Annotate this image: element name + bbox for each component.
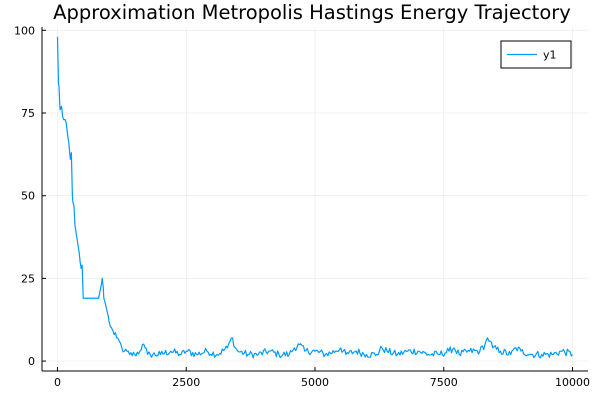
y-tick-label: 0 (28, 355, 35, 368)
plot-series (56, 36, 574, 359)
axes (41, 27, 588, 372)
y-tick-label: 75 (21, 107, 35, 120)
tick-labels: 0 2500 5000 7500 10000 0 25 50 75 100 (14, 24, 590, 389)
grid (42, 27, 588, 371)
y-tick-label: 50 (21, 190, 35, 203)
legend: y1 (500, 40, 572, 69)
x-tick-label: 5000 (301, 376, 329, 389)
chart-title: Approximation Metropolis Hastings Energy… (53, 1, 571, 24)
legend-label-y1: y1 (543, 49, 557, 62)
y-tick-label: 100 (14, 24, 35, 37)
x-tick-label: 2500 (172, 376, 200, 389)
x-tick-label: 0 (54, 376, 61, 389)
x-tick-label: 10000 (555, 376, 590, 389)
series-line-y1 (56, 36, 574, 359)
y-tick-label: 25 (21, 272, 35, 285)
x-tick-label: 7500 (430, 376, 458, 389)
